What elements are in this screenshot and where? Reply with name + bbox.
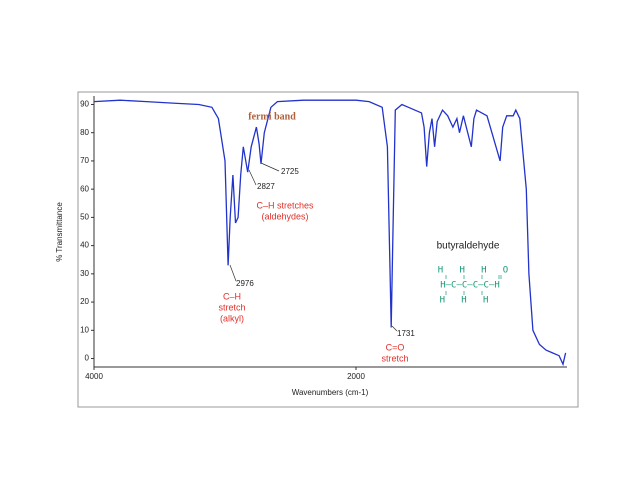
annotation: 1731 — [397, 329, 415, 338]
leader — [248, 169, 257, 186]
y-tick-label: 50 — [80, 212, 89, 221]
annotation: (alkyl) — [220, 313, 244, 323]
annotation: 2976 — [236, 279, 254, 288]
y-tick-label: 0 — [85, 354, 90, 363]
annotation: stretch — [381, 353, 408, 363]
annotation: 2725 — [281, 167, 299, 176]
annotation: 2827 — [257, 182, 275, 191]
molecule-bonds — [445, 275, 502, 295]
annotation: C–H — [223, 291, 241, 301]
leader — [229, 264, 237, 282]
y-tick-label: 80 — [80, 128, 89, 137]
x-axis-label: Wavenumbers (cm-1) — [292, 388, 369, 397]
leader — [260, 162, 280, 172]
spectrum-line — [93, 99, 567, 367]
molecule-row: H–C–C–C–C–H — [440, 281, 500, 291]
annotation: stretch — [218, 302, 245, 312]
x-tick-label: 4000 — [85, 372, 103, 381]
y-tick-label: 10 — [80, 325, 89, 334]
y-tick-label: 30 — [80, 269, 89, 278]
molecule-row: H H H — [440, 296, 489, 306]
y-tick-label: 20 — [80, 297, 89, 306]
x-tick-label: 2000 — [347, 372, 365, 381]
leader — [391, 325, 398, 332]
molecule-row: H H H O — [438, 266, 508, 276]
annotation: C–H stretches — [256, 200, 314, 210]
y-tick-label: 70 — [80, 156, 89, 165]
annotation: C=O — [386, 342, 405, 352]
frame — [77, 91, 579, 408]
y-tick-label: 90 — [80, 100, 89, 109]
annotation: butyraldehyde — [437, 241, 500, 252]
annotation: fermi band — [248, 111, 296, 122]
y-tick-label: 60 — [80, 184, 89, 193]
y-tick-label: 40 — [80, 241, 89, 250]
annotation: (aldehydes) — [261, 211, 308, 221]
y-axis-label: % Transmittance — [55, 202, 64, 262]
